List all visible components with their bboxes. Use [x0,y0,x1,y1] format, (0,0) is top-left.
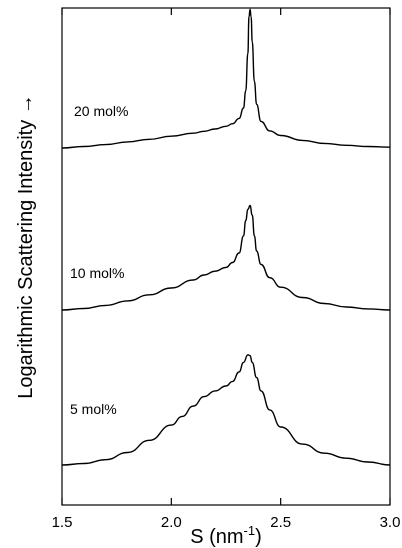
labels-layer: 20 mol% 10 mol% 5 mol% [70,103,128,417]
series-label-2: 10 mol% [70,265,124,281]
plot-area: 1.5 2.0 2.5 3.0 [52,7,401,531]
series-layer [61,8,391,466]
x-tick-label: 1.5 [52,514,73,531]
x-axis-title: S (nm-1) [190,523,262,548]
y-axis-title: Logarithmic Scattering Intensity → [15,94,37,399]
series-line-1 [61,8,391,149]
x-tick-label: 2.5 [270,514,291,531]
series-line-3 [61,354,391,466]
series-label-3: 5 mol% [70,401,117,417]
x-tick-label: 3.0 [380,514,401,531]
x-tick-label: 2.0 [161,514,182,531]
plot-frame [61,7,391,506]
series-label-1: 20 mol% [74,103,128,119]
series-line-2 [61,204,391,311]
